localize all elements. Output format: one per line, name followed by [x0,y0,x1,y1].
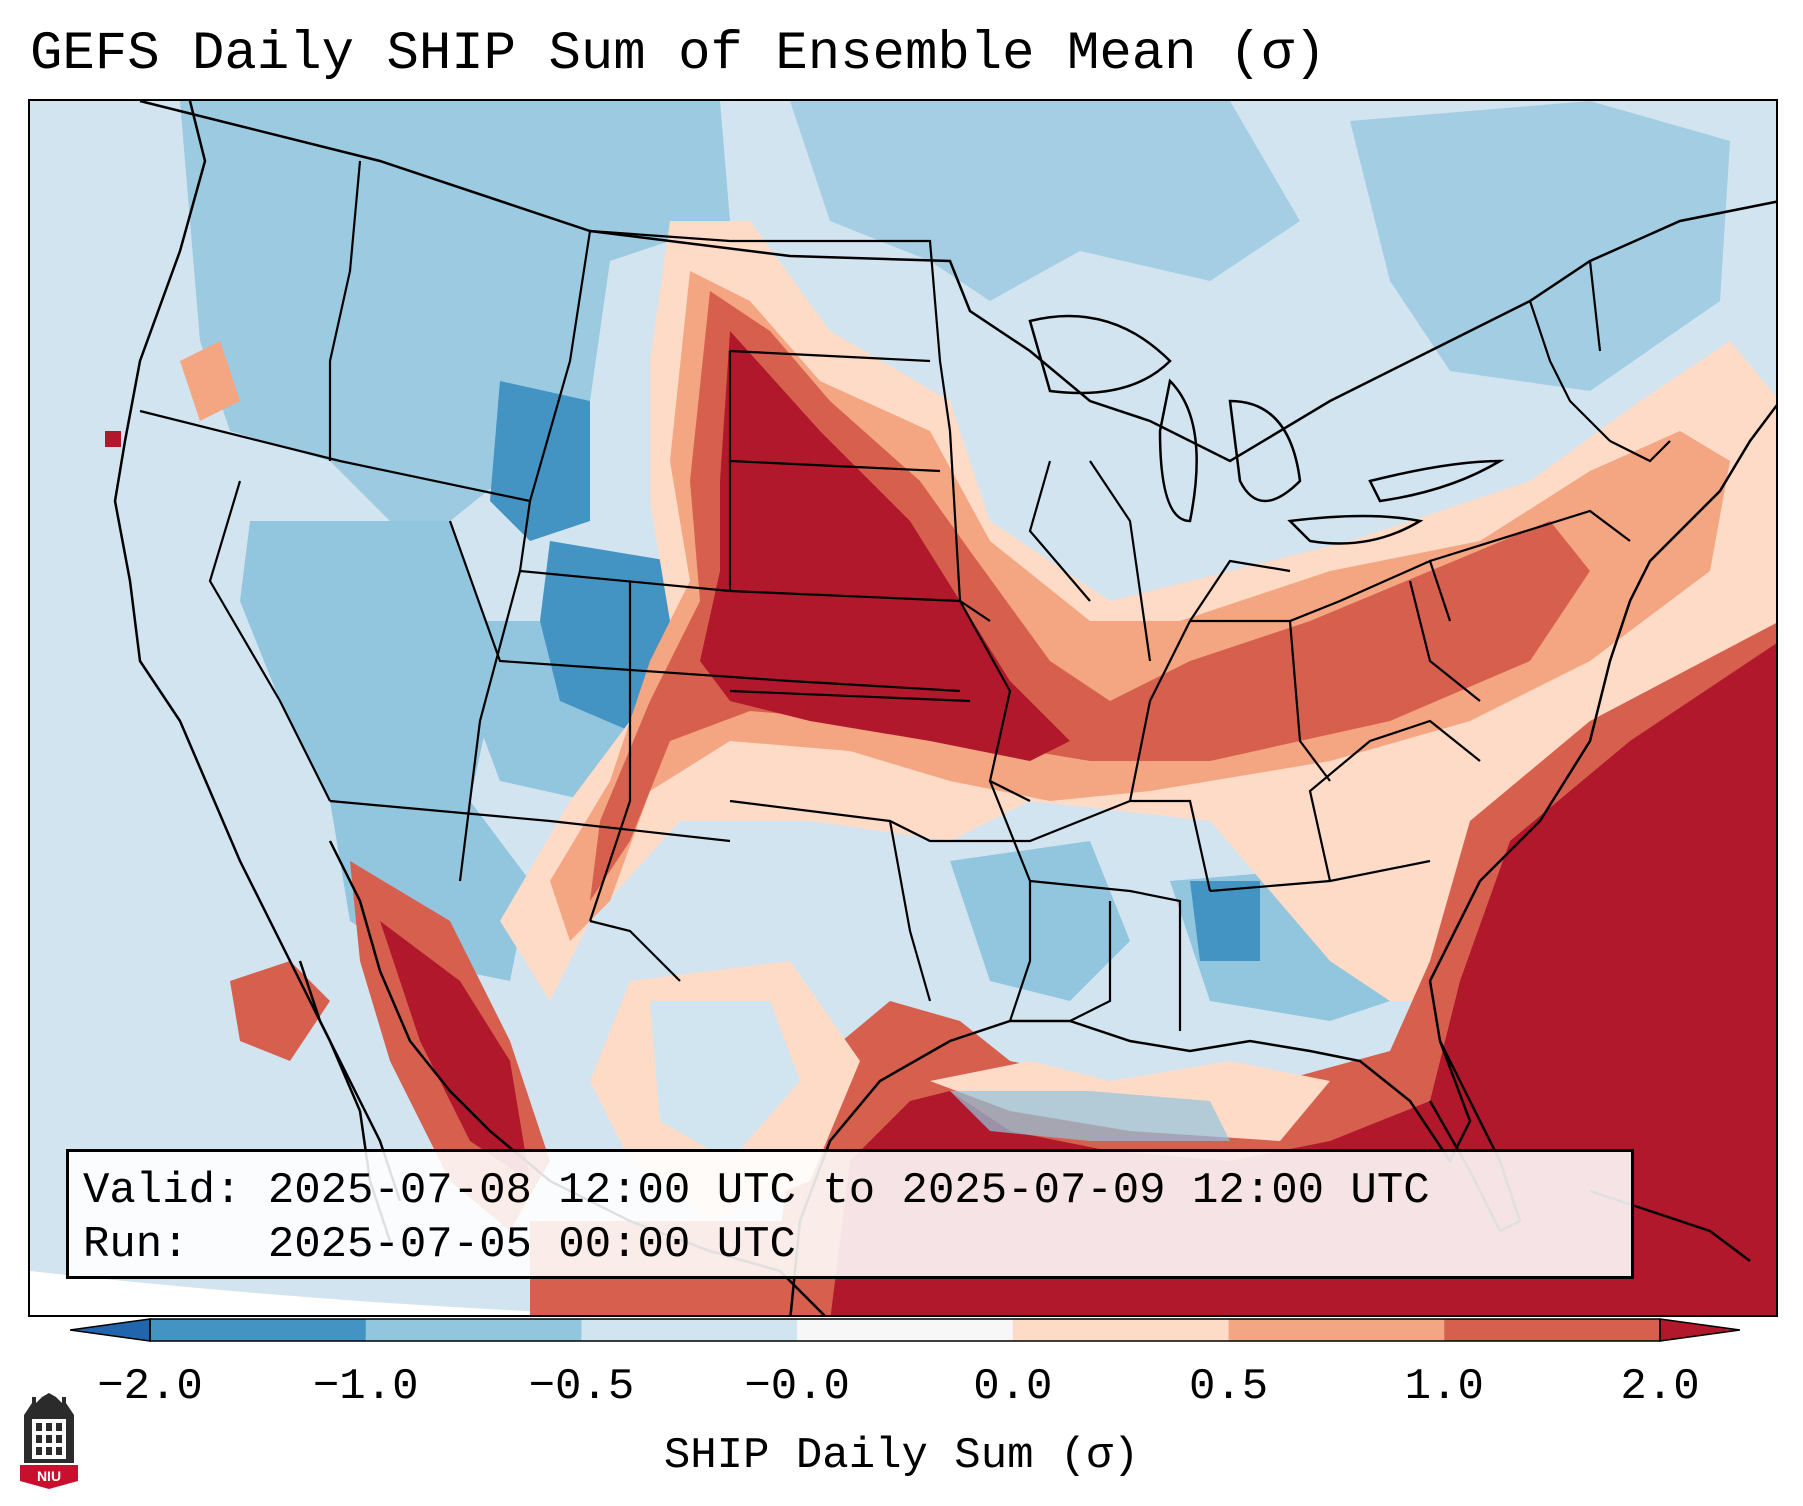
colorbar-label: SHIP Daily Sum (σ) [663,1431,1140,1481]
colorbar-tick-label: −2.0 [97,1362,203,1412]
valid-value: 2025-07-08 12:00 UTC to 2025-07-09 12:00… [267,1166,1430,1216]
colorbar-bin [150,1319,367,1341]
colorbar-bin [1444,1319,1661,1341]
colorbar-ticks: −2.0 −1.0 −0.5 −0.0 0.0 0.5 1.0 2.0 [0,1362,1803,1422]
valid-run-info-box: Valid: 2025-07-08 12:00 UTC to 2025-07-0… [66,1149,1634,1279]
run-label: Run: [83,1220,189,1270]
valid-label: Valid: [83,1166,242,1216]
colorbar-bin [1228,1319,1445,1341]
colorbar-over-extension [1659,1318,1740,1342]
colorbar [70,1318,1740,1342]
colorbar-bin [581,1319,798,1341]
map-panel [28,99,1778,1317]
colorbar-tick-label: −0.0 [744,1362,850,1412]
colorbar-bin [365,1319,582,1341]
colorbar-tick-label: −0.5 [528,1362,635,1412]
chart-title: GEFS Daily SHIP Sum of Ensemble Mean (σ) [30,24,1327,85]
colorbar-bin [1012,1319,1230,1341]
colorbar-under-extension [70,1318,151,1342]
colorbar-tick-label: 1.0 [1404,1362,1484,1412]
map-canvas [30,101,1776,1315]
colorbar-tick-label: 0.5 [1188,1362,1269,1412]
colorbar-bin [797,1319,1014,1341]
colorbar-tick-label: 2.0 [1620,1362,1700,1412]
colorbar-tick-label: 0.0 [973,1362,1053,1412]
niu-logo: NIU [20,1393,78,1489]
colorbar-frame [149,1318,1661,1342]
svg-text:NIU: NIU [37,1468,61,1484]
anomaly-field [105,101,1776,1315]
run-value: 2025-07-05 00:00 UTC [267,1220,796,1270]
state-borders [139,160,1671,1031]
colorbar-tick-label: −1.0 [312,1362,419,1412]
